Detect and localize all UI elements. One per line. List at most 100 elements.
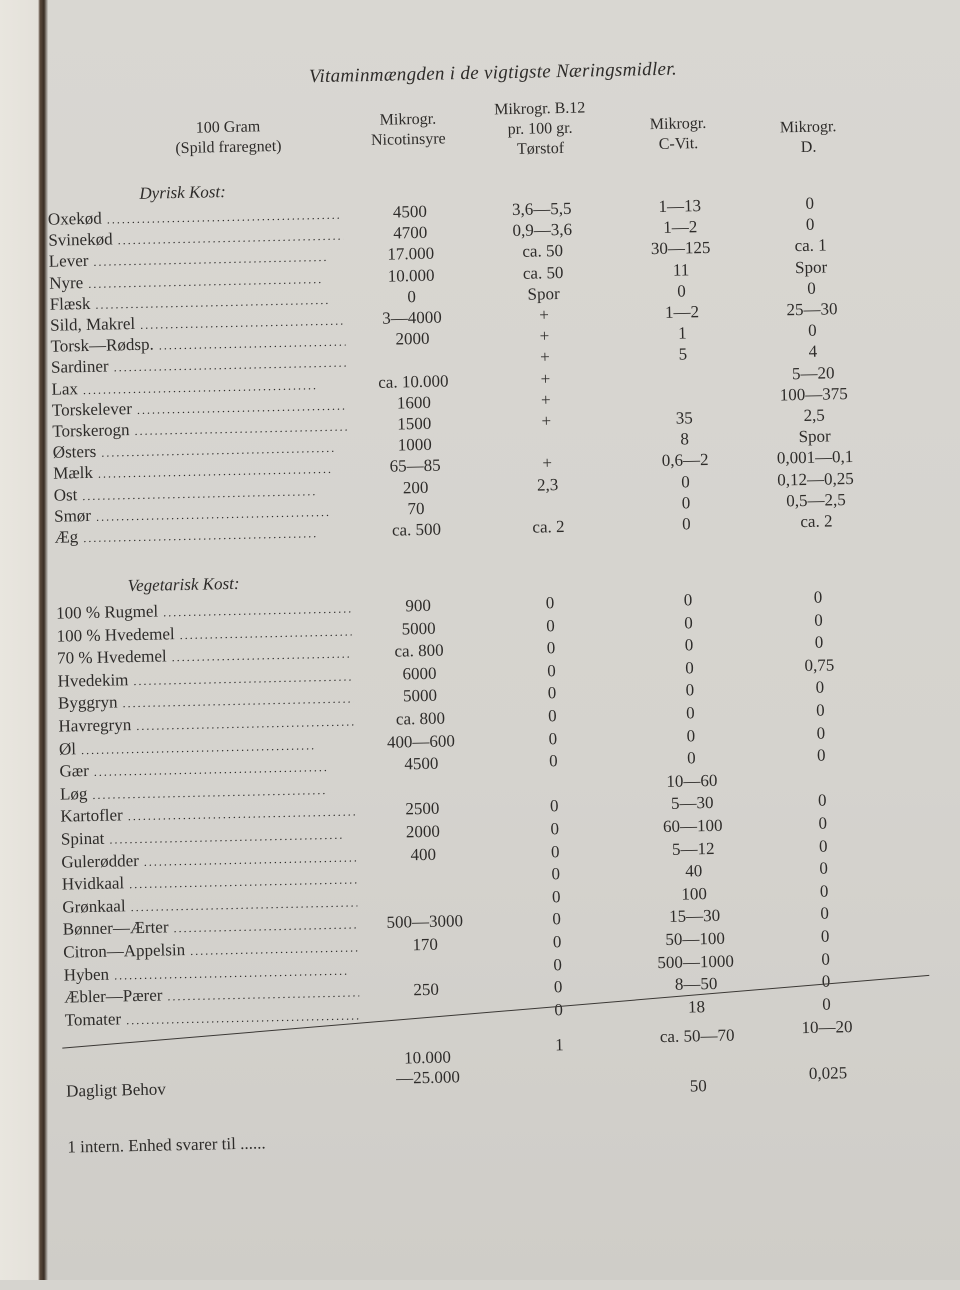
c-vitamin-value: 60—100 <box>662 815 723 837</box>
c-vitamin-value: 0 <box>685 703 695 723</box>
c-vitamin-value: 0 <box>685 658 694 678</box>
d-vitamin-value: 0 <box>822 994 831 1014</box>
nicotinsyre-value: 500—3000 <box>386 911 464 933</box>
c-vitamin-value: 0 <box>681 493 691 513</box>
c-vitamin-value: 0 <box>684 612 693 633</box>
daily-need-b12: 1 <box>554 1035 564 1055</box>
d-vitamin-value: 0 <box>807 320 817 341</box>
b12-value: + <box>540 390 551 410</box>
nicotinsyre-value: 0 <box>407 286 417 307</box>
nicotinsyre-value: 2000 <box>395 328 430 349</box>
book-binding <box>0 0 48 1280</box>
d-vitamin-value: 0 <box>814 632 824 652</box>
nicotinsyre-value: 17.000 <box>387 244 435 265</box>
nicotinsyre-value: 400 <box>410 844 437 864</box>
c-vitamin-value: 0 <box>681 471 691 492</box>
b12-value: + <box>539 305 550 325</box>
header-line: (Spild fraregnet) <box>175 137 282 158</box>
header-d-vitamin: Mikrogr. D. <box>738 116 879 159</box>
c-vitamin-value: 0,6—2 <box>661 450 709 471</box>
nicotinsyre-value: ca. 800 <box>394 640 444 661</box>
b12-value: Spor <box>527 283 560 304</box>
b12-value: + <box>540 368 551 389</box>
c-vitamin-value: 1—13 <box>658 196 702 216</box>
header-line: D. <box>800 138 817 156</box>
food-label: 100 % Rugmel <box>56 597 351 623</box>
nicotinsyre-value: 2500 <box>405 799 440 819</box>
nicotinsyre-value: 70 <box>407 498 425 519</box>
b12-value: 0 <box>550 841 560 861</box>
b12-value: 0 <box>549 796 559 816</box>
c-vitamin-value: 0 <box>686 725 696 746</box>
section-title: Dyrisk Kost: <box>139 182 227 203</box>
d-vitamin-value: 0 <box>818 836 828 856</box>
b12-value: 2,3 <box>536 474 559 495</box>
nicotinsyre-value: 1600 <box>396 392 432 413</box>
b12-value: 0 <box>552 909 562 929</box>
d-vitamin-value: Spor <box>794 257 828 277</box>
d-vitamin-value: 0 <box>820 926 830 946</box>
c-vitamin-value: 11 <box>672 259 690 280</box>
c-vitamin-value: 30—125 <box>650 238 711 259</box>
international-unit-d-vitamin: 0,025 <box>808 1063 848 1084</box>
nicotinsyre-value: ca. 800 <box>395 708 446 729</box>
daily-need-label: Dagligt Behov <box>65 1079 167 1101</box>
b12-value: 0 <box>548 728 558 748</box>
c-vitamin-value: 500—1000 <box>657 951 735 972</box>
b12-value: ca. 50 <box>522 241 564 262</box>
b12-value: ca. 50 <box>522 262 564 283</box>
c-vitamin-value: 5 <box>678 344 688 364</box>
c-vitamin-value: 5—12 <box>671 838 715 859</box>
c-vitamin-value: 1 <box>678 323 687 343</box>
d-vitamin-value: 0 <box>815 700 825 720</box>
c-vitamin-value: 1—2 <box>664 302 700 322</box>
c-vitamin-value: 50—100 <box>665 928 726 949</box>
b12-value: + <box>539 326 550 346</box>
d-vitamin-value: 0 <box>820 903 830 924</box>
d-vitamin-value: 0 <box>813 587 823 607</box>
nicotinsyre-value: 900 <box>405 595 432 616</box>
nicotinsyre-value: ca. 500 <box>391 519 442 540</box>
c-vitamin-value: 35 <box>675 408 693 428</box>
d-vitamin-value: 0 <box>805 193 815 213</box>
d-vitamin-value: 0,75 <box>804 655 835 675</box>
nicotinsyre-value: 5000 <box>402 686 438 706</box>
c-vitamin-value: 8 <box>680 429 690 449</box>
d-vitamin-value: 5—20 <box>791 362 835 383</box>
d-vitamin-value: 0,5—2,5 <box>786 489 846 511</box>
nicotinsyre-value: 3—4000 <box>382 307 443 328</box>
c-vitamin-value: 10—60 <box>666 770 718 791</box>
c-vitamin-value: 0 <box>685 680 695 700</box>
d-vitamin-value: 0 <box>816 745 826 765</box>
daily-need-d-vitamin: 10—20 <box>801 1017 853 1038</box>
c-vitamin-value: 0 <box>681 514 691 534</box>
b12-value: + <box>539 347 550 367</box>
header-b12: Mikrogr. B.12 pr. 100 gr. Tørstof <box>470 98 611 161</box>
b12-value: ca. 2 <box>532 517 565 537</box>
c-vitamin-value: 0 <box>677 281 687 301</box>
b12-value: 0 <box>548 751 558 771</box>
b12-value: 3,6—5,5 <box>511 198 572 220</box>
nicotinsyre-value: 4500 <box>392 201 428 222</box>
nicotinsyre-value: 1500 <box>397 413 432 434</box>
value-line: —25.000 <box>395 1067 461 1088</box>
b12-value: 0 <box>547 683 557 703</box>
nicotinsyre-value: 10.000 <box>387 265 435 286</box>
c-vitamin-value: 8—50 <box>674 974 718 994</box>
d-vitamin-value: 0,001—0,1 <box>776 447 854 468</box>
c-vitamin-value: 0 <box>683 590 693 610</box>
d-vitamin-value: 0 <box>805 214 815 235</box>
section-title: Vegetarisk Kost: <box>127 573 240 596</box>
d-vitamin-value: 0 <box>818 813 828 833</box>
d-vitamin-value: 0 <box>814 610 823 630</box>
b12-value: 0 <box>553 977 563 997</box>
header-food-amount: 100 Gram (Spild fraregnet) <box>118 116 339 161</box>
c-vitamin-value: 0 <box>684 635 694 655</box>
nicotinsyre-value: 65—85 <box>389 455 441 477</box>
d-vitamin-value: 2,5 <box>803 405 826 425</box>
nicotinsyre-value: 5000 <box>401 618 436 639</box>
c-vitamin-value: 100 <box>681 883 708 904</box>
c-vitamin-value: 1—2 <box>663 217 698 238</box>
b12-value: 0 <box>552 932 562 952</box>
d-vitamin-value: 0 <box>821 949 831 969</box>
